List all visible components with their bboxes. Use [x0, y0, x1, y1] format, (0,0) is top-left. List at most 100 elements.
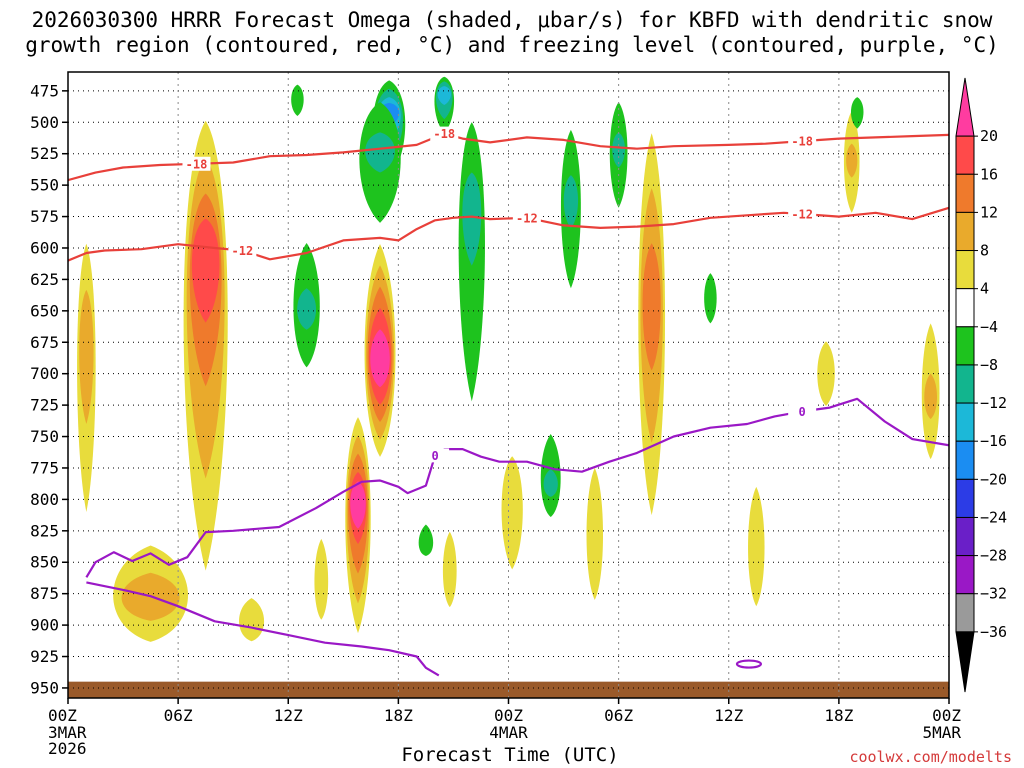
omega-shade-17--8 [365, 132, 395, 173]
omega-sink-24 [704, 273, 717, 324]
contour-label-bg [228, 243, 257, 258]
y-tick-label-900: 900 [30, 616, 59, 635]
omega-rise-4 [113, 545, 188, 642]
colorbar-label-0: 20 [980, 127, 998, 145]
colorbar-swatch-top [955, 77, 975, 137]
y-tick-label-800: 800 [30, 490, 59, 509]
omega-shade-7-8 [846, 143, 858, 178]
omega-shade-8-4 [748, 486, 765, 607]
omega-rise-12 [442, 531, 457, 608]
colorbar-label-11: −28 [980, 547, 1007, 565]
omega-rise-13 [314, 538, 329, 620]
omega-shade-6-8 [924, 373, 938, 419]
x-tick-label-42: 18Z [824, 706, 853, 725]
colorbar-swatch-10 [955, 478, 975, 518]
x-tick-sublabel-2026: 2026 [48, 739, 87, 758]
colorbar-swatch-11 [955, 516, 975, 557]
x-tick-label-24: 00Z [494, 706, 523, 725]
contour-label-bg [788, 134, 817, 149]
omega-shade-25--4 [418, 524, 434, 556]
chart-title-line1: 2026030300 HRRR Forecast Omega (shaded, … [31, 8, 993, 32]
colorbar-swatch-9 [955, 440, 975, 480]
y-tick-label-825: 825 [30, 521, 59, 540]
contour-label-dendritic-minus18: -18 [791, 135, 813, 149]
omega-sink-25 [418, 524, 434, 556]
omega-rise-8 [748, 486, 765, 607]
colorbar-swatch-5 [955, 288, 975, 328]
colorbar-swatch-7 [955, 364, 975, 404]
y-tick-label-675: 675 [30, 333, 59, 352]
omega-shade-13-4 [314, 538, 329, 620]
omega-shade-16--12 [437, 86, 451, 105]
y-tick-label-925: 925 [30, 647, 59, 666]
colorbar-swatch-1 [955, 135, 975, 175]
y-tick-label-750: 750 [30, 427, 59, 446]
omega-rise-6 [921, 323, 940, 460]
omega-sink-22 [609, 102, 628, 208]
omega-shade-19--8 [297, 288, 317, 330]
y-tick-label-625: 625 [30, 270, 59, 289]
contour-dendritic-minus12 [68, 206, 949, 262]
y-tick-label-875: 875 [30, 584, 59, 603]
contour-label-bg [788, 207, 817, 222]
contour-freezing-level-low-branch [86, 581, 440, 677]
contour-label-dendritic-minus12: -12 [232, 244, 254, 258]
colorbar-label-12: −32 [980, 585, 1007, 603]
omega-rise-3 [638, 133, 666, 516]
y-tick-label-650: 650 [30, 301, 59, 320]
omega-shade-14-4 [239, 598, 265, 642]
contour-freezing-loop [735, 659, 763, 669]
y-tick-label-575: 575 [30, 207, 59, 226]
omega-shade-20--8 [543, 469, 558, 497]
x-tick-label-6: 06Z [164, 706, 193, 725]
colorbar-swatch-3 [955, 211, 975, 252]
x-tick-label-18: 18Z [384, 706, 413, 725]
colorbar-label-8: −16 [980, 432, 1007, 450]
colorbar-swatch-6 [955, 326, 975, 366]
colorbar-label-9: −20 [980, 470, 1007, 488]
contour-label-freezing-level: 0 [799, 405, 806, 419]
contour-label-dendritic-minus18: -18 [186, 157, 208, 171]
x-tick-label-30: 06Z [604, 706, 633, 725]
omega-shade-1-20 [350, 481, 366, 529]
contour-label-freezing-level: 0 [431, 449, 438, 463]
omega-shade-12-4 [442, 531, 457, 608]
colorbar-label-5: −4 [980, 318, 998, 336]
credit-text: coolwx.com/modelts [849, 748, 1012, 766]
omega-sink-18 [458, 122, 485, 402]
omega-shade-18--8 [462, 172, 482, 266]
contour-label-dendritic-minus18: -18 [433, 127, 455, 141]
x-tick-label-36: 12Z [714, 706, 743, 725]
omega-rise-1 [345, 417, 371, 634]
colorbar-label-1: 16 [980, 165, 998, 183]
colorbar-swatch-12 [955, 555, 975, 595]
omega-sink-23 [850, 97, 864, 129]
omega-shade-11-4 [817, 341, 835, 407]
omega-rise-7 [843, 110, 860, 213]
contour-label-bg [788, 404, 817, 419]
omega-shade-3-12 [642, 243, 661, 371]
omega-sink-20 [540, 434, 561, 517]
y-tick-label-525: 525 [30, 144, 59, 163]
omega-shade-5-8 [79, 289, 94, 424]
omega-rise-5 [77, 243, 96, 512]
omega-sink-19 [293, 242, 320, 368]
y-tick-label-475: 475 [30, 81, 59, 100]
omega-shade-0-20 [370, 329, 390, 388]
x-tick-sublabel-5MAR: 5MAR [922, 723, 961, 742]
colorbar-label-3: 8 [980, 242, 989, 260]
contour-label-dendritic-minus12: -12 [791, 208, 813, 222]
colorbar-label-6: −8 [980, 356, 998, 374]
y-tick-label-550: 550 [30, 176, 59, 195]
x-tick-sublabel-4MAR: 4MAR [489, 723, 528, 742]
y-tick-label-775: 775 [30, 458, 59, 477]
omega-rise-9 [586, 467, 604, 600]
chart-title-line2: growth region (contoured, red, °C) and f… [25, 33, 999, 57]
omega-rise-2 [183, 120, 228, 571]
colorbar-label-10: −24 [980, 508, 1007, 526]
colorbar-label-7: −12 [980, 394, 1007, 412]
x-axis-label: Forecast Time (UTC) [401, 744, 619, 766]
contour-label-dendritic-minus12: -12 [516, 211, 538, 225]
omega-shade-24--4 [704, 273, 717, 324]
y-tick-label-500: 500 [30, 113, 59, 132]
